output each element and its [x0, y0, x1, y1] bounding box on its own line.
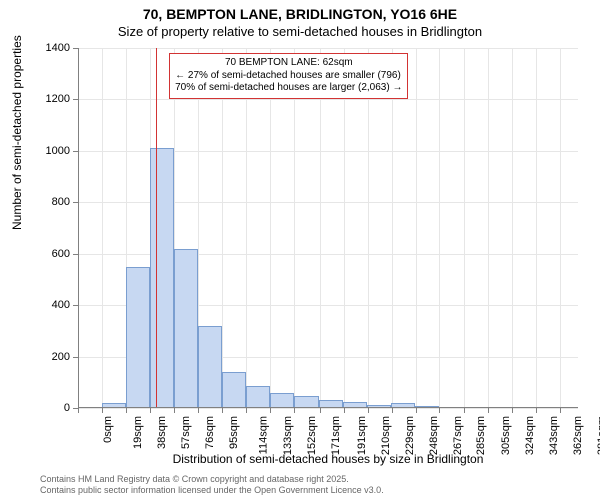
gridline-v	[536, 48, 537, 408]
x-tick-mark	[368, 408, 369, 413]
x-tick-mark	[392, 408, 393, 413]
y-tick-mark	[73, 202, 78, 203]
gridline-h	[78, 48, 578, 49]
gridline-v	[512, 48, 513, 408]
x-tick-mark	[294, 408, 295, 413]
gridline-v	[416, 48, 417, 408]
x-tick-mark	[270, 408, 271, 413]
y-tick-label: 800	[40, 196, 70, 208]
footer-attribution: Contains HM Land Registry data © Crown c…	[40, 474, 384, 496]
y-tick-label: 1200	[40, 93, 70, 105]
callout-line: 70% of semi-detached houses are larger (…	[175, 82, 402, 95]
x-tick-mark	[416, 408, 417, 413]
gridline-v	[294, 48, 295, 408]
chart-title-main: 70, BEMPTON LANE, BRIDLINGTON, YO16 6HE	[0, 6, 600, 22]
y-tick-mark	[73, 254, 78, 255]
y-tick-mark	[73, 151, 78, 152]
y-tick-label: 1000	[40, 145, 70, 157]
x-tick-label: 324sqm	[524, 416, 536, 455]
histogram-bar	[270, 393, 294, 408]
x-tick-label: 133sqm	[282, 416, 294, 455]
x-tick-mark	[344, 408, 345, 413]
x-tick-mark	[439, 408, 440, 413]
histogram-bar	[126, 267, 150, 408]
x-tick-mark	[102, 408, 103, 413]
x-tick-label: 76sqm	[204, 416, 216, 449]
histogram-bar	[174, 249, 198, 408]
x-tick-label: 191sqm	[356, 416, 368, 455]
histogram-bar	[198, 326, 222, 408]
footer-line-1: Contains HM Land Registry data © Crown c…	[40, 474, 384, 485]
y-tick-label: 1400	[40, 42, 70, 54]
footer-line-2: Contains public sector information licen…	[40, 485, 384, 496]
x-tick-label: 305sqm	[500, 416, 512, 455]
x-tick-label: 152sqm	[307, 416, 319, 455]
x-tick-label: 248sqm	[428, 416, 440, 455]
chart-title-block: 70, BEMPTON LANE, BRIDLINGTON, YO16 6HE …	[0, 0, 600, 39]
x-tick-mark	[126, 408, 127, 413]
chart-title-sub: Size of property relative to semi-detach…	[0, 24, 600, 39]
x-tick-mark	[560, 408, 561, 413]
x-tick-label: 38sqm	[156, 416, 168, 449]
x-tick-label: 57sqm	[180, 416, 192, 449]
x-tick-label: 267sqm	[452, 416, 464, 455]
y-tick-label: 0	[40, 402, 70, 414]
gridline-v	[392, 48, 393, 408]
x-tick-label: 0sqm	[102, 416, 114, 443]
x-tick-label: 285sqm	[475, 416, 487, 455]
x-tick-mark	[198, 408, 199, 413]
x-tick-mark	[488, 408, 489, 413]
x-tick-mark	[222, 408, 223, 413]
chart-plot-area: 70 BEMPTON LANE: 62sqm← 27% of semi-deta…	[78, 48, 578, 408]
gridline-v	[368, 48, 369, 408]
x-tick-mark	[150, 408, 151, 413]
y-tick-label: 600	[40, 248, 70, 260]
x-axis-line	[78, 407, 578, 408]
gridline-v	[488, 48, 489, 408]
x-tick-label: 362sqm	[572, 416, 584, 455]
gridline-v	[560, 48, 561, 408]
y-tick-mark	[73, 99, 78, 100]
gridline-v	[102, 48, 103, 408]
gridline-v	[222, 48, 223, 408]
x-tick-mark	[78, 408, 79, 413]
x-tick-mark	[512, 408, 513, 413]
x-axis-label: Distribution of semi-detached houses by …	[78, 452, 578, 466]
y-tick-mark	[73, 357, 78, 358]
callout-line: ← 27% of semi-detached houses are smalle…	[175, 70, 402, 83]
x-tick-mark	[536, 408, 537, 413]
histogram-bar	[246, 386, 270, 408]
x-tick-label: 210sqm	[380, 416, 392, 455]
x-tick-label: 343sqm	[548, 416, 560, 455]
x-tick-mark	[320, 408, 321, 413]
property-marker-line	[156, 48, 157, 408]
histogram-bar	[222, 372, 246, 408]
x-tick-label: 114sqm	[258, 416, 270, 454]
gridline-v	[320, 48, 321, 408]
x-tick-label: 95sqm	[228, 416, 240, 449]
x-tick-label: 19sqm	[132, 416, 144, 449]
gridline-v	[344, 48, 345, 408]
x-tick-mark	[464, 408, 465, 413]
gridline-v	[439, 48, 440, 408]
x-tick-label: 229sqm	[404, 416, 416, 455]
x-tick-mark	[174, 408, 175, 413]
x-tick-label: 381sqm	[596, 416, 600, 455]
gridline-v	[246, 48, 247, 408]
gridline-h	[78, 408, 578, 409]
y-axis-label: Number of semi-detached properties	[10, 35, 24, 230]
gridline-v	[270, 48, 271, 408]
y-tick-mark	[73, 305, 78, 306]
y-axis-line	[78, 48, 79, 408]
y-tick-mark	[73, 48, 78, 49]
y-tick-label: 400	[40, 299, 70, 311]
callout-line: 70 BEMPTON LANE: 62sqm	[175, 57, 402, 70]
gridline-h	[78, 99, 578, 100]
property-callout-box: 70 BEMPTON LANE: 62sqm← 27% of semi-deta…	[169, 53, 408, 99]
histogram-bar	[150, 148, 174, 408]
x-tick-label: 171sqm	[331, 416, 343, 455]
y-tick-label: 200	[40, 351, 70, 363]
gridline-v	[464, 48, 465, 408]
x-tick-mark	[246, 408, 247, 413]
